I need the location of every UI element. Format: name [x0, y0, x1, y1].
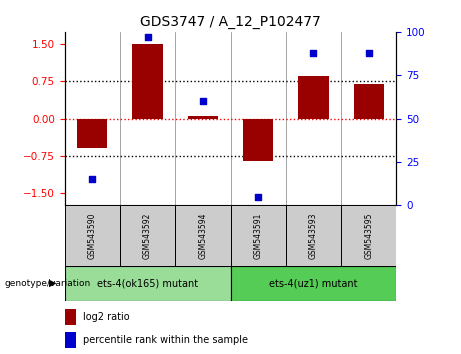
Text: percentile rank within the sample: percentile rank within the sample	[83, 335, 248, 346]
Bar	[77, 119, 107, 148]
Bar	[243, 119, 273, 161]
Text: genotype/variation: genotype/variation	[5, 279, 91, 288]
Bar	[230, 205, 286, 266]
Text: GSM543594: GSM543594	[198, 212, 207, 259]
Point	[89, 176, 96, 182]
Text: GSM543591: GSM543591	[254, 212, 263, 259]
Point	[310, 50, 317, 56]
Point	[365, 50, 372, 56]
Point	[254, 194, 262, 200]
Text: ets-4(ok165) mutant: ets-4(ok165) mutant	[97, 278, 198, 288]
Bar	[354, 84, 384, 119]
Bar	[298, 76, 329, 119]
Bar	[65, 309, 76, 325]
Bar	[341, 205, 396, 266]
Bar	[188, 116, 218, 119]
Point	[144, 34, 151, 40]
Text: GSM543592: GSM543592	[143, 212, 152, 259]
Bar	[230, 266, 396, 301]
Bar	[65, 266, 230, 301]
Text: GSM543593: GSM543593	[309, 212, 318, 259]
Bar	[175, 205, 230, 266]
Text: log2 ratio: log2 ratio	[83, 312, 130, 322]
Text: GSM543595: GSM543595	[364, 212, 373, 259]
Bar	[286, 205, 341, 266]
Bar	[65, 332, 76, 348]
Text: GSM543590: GSM543590	[88, 212, 97, 259]
Title: GDS3747 / A_12_P102477: GDS3747 / A_12_P102477	[140, 16, 321, 29]
Text: ▶: ▶	[49, 278, 57, 288]
Bar	[120, 205, 175, 266]
Text: ets-4(uz1) mutant: ets-4(uz1) mutant	[269, 278, 358, 288]
Point	[199, 98, 207, 104]
Bar	[132, 44, 163, 119]
Bar	[65, 205, 120, 266]
